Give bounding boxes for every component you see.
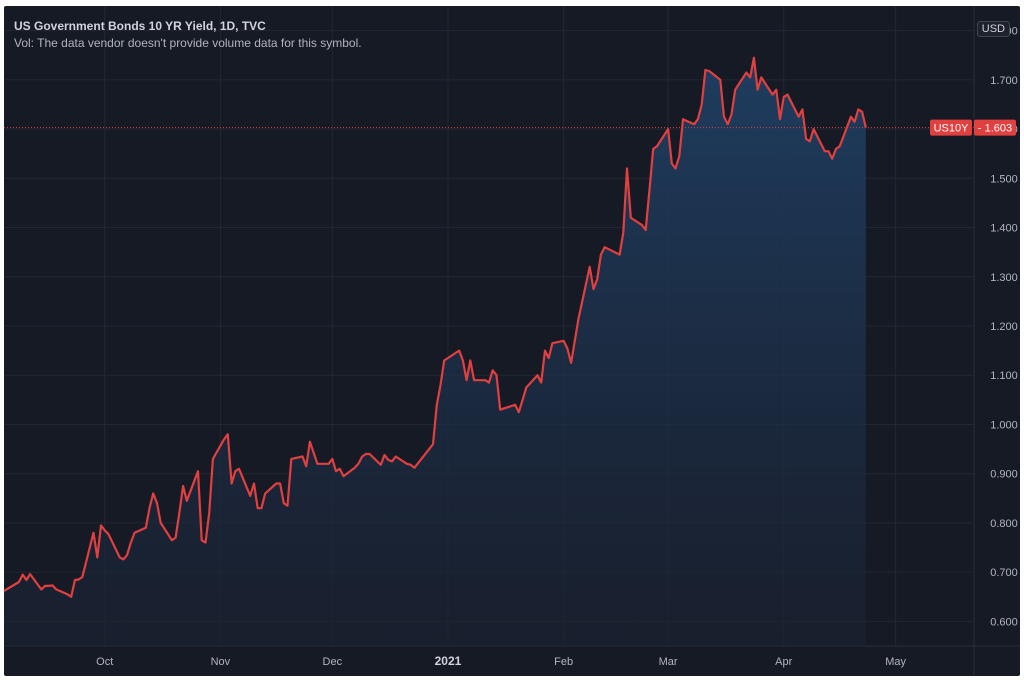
y-tick-label: 0.800 — [990, 518, 1018, 530]
symbol-tag: US10Y — [934, 123, 970, 135]
x-tick-label: Feb — [554, 656, 573, 668]
currency-button[interactable]: USD — [976, 21, 1010, 37]
x-axis[interactable]: Oct Nov Dec 2021 Feb Mar Apr May — [96, 654, 906, 668]
y-tick-label: 1.200 — [990, 321, 1018, 333]
x-tick-label: May — [885, 656, 906, 668]
x-tick-label: 2021 — [435, 654, 462, 668]
symbol-tag-bg — [930, 119, 972, 136]
y-tick-label: 1.400 — [990, 223, 1018, 235]
chart-canvas[interactable]: 0.600 0.700 0.800 0.900 1.000 1.100 1.200 1.300… — [4, 6, 1020, 676]
chart-legend[interactable]: US Government Bonds 10 YR Yield, 1D, TVC… — [14, 18, 362, 52]
chart-frame: 0.600 0.700 0.800 0.900 1.000 1.100 1.200 1.300… — [4, 6, 1020, 676]
y-tick-label: 1.300 — [990, 272, 1018, 284]
x-tick-label: Dec — [323, 656, 343, 668]
chart-title[interactable]: US Government Bonds 10 YR Yield, 1D, TVC — [14, 19, 266, 33]
area-fill — [4, 57, 866, 646]
price-value-tag: - 1.603 — [978, 123, 1012, 135]
volume-note: Vol: The data vendor doesn't provide vol… — [14, 36, 362, 50]
price-tag: US10Y - 1.603 — [930, 119, 1016, 136]
y-tick-label: 1.700 — [990, 75, 1018, 87]
y-tick-label: 0.700 — [990, 567, 1018, 579]
y-tick-label: 1.000 — [990, 419, 1018, 431]
y-tick-label: 0.900 — [990, 469, 1018, 481]
price-value-tag-bg — [974, 119, 1016, 136]
y-tick-label: 1.500 — [990, 173, 1018, 185]
x-tick-label: Nov — [211, 656, 231, 668]
y-tick-label: 0.600 — [990, 616, 1018, 628]
y-axis[interactable]: 0.600 0.700 0.800 0.900 1.000 1.100 1.200 1.300… — [990, 26, 1018, 629]
x-tick-label: Apr — [775, 656, 792, 668]
x-tick-label: Oct — [96, 656, 113, 668]
price-line — [4, 56, 867, 598]
y-tick-label: 1.100 — [990, 370, 1018, 382]
x-tick-label: Mar — [659, 656, 678, 668]
